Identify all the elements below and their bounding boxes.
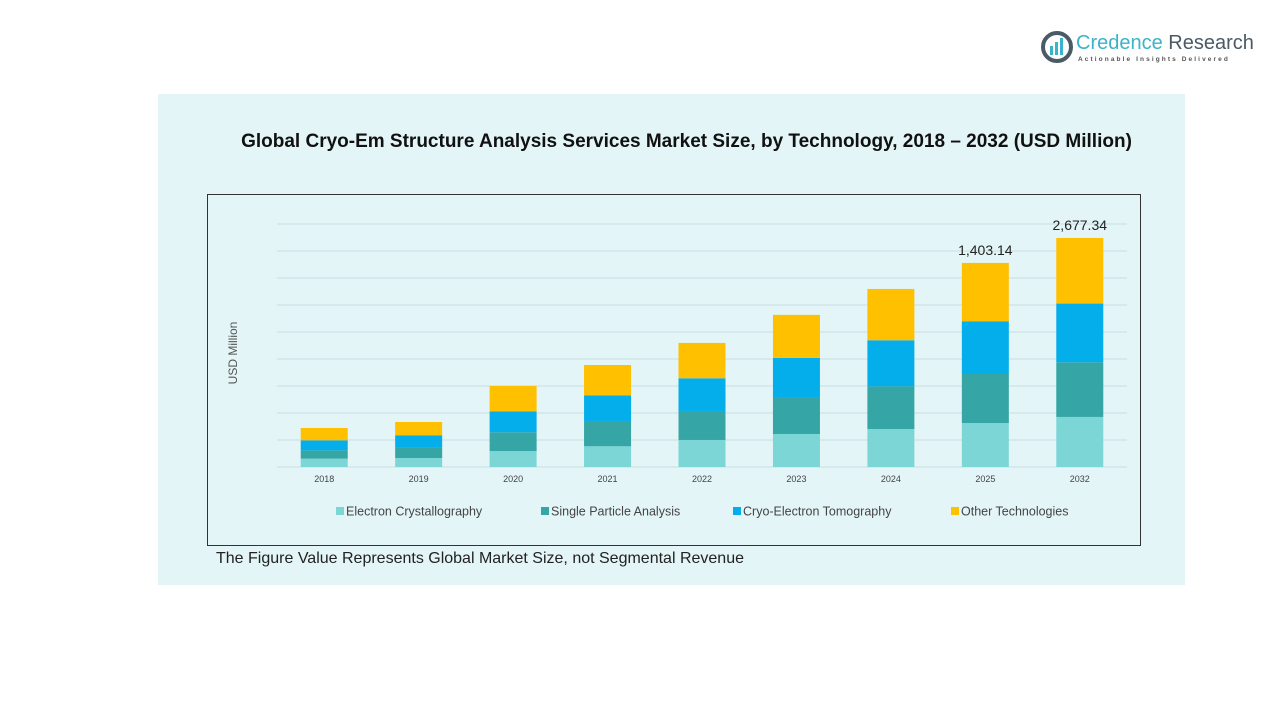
bar-segment bbox=[489, 385, 537, 412]
credence-research-logo: Credence Research Actionable Insights De… bbox=[1040, 30, 1260, 70]
x-tick-label: 2019 bbox=[409, 474, 429, 484]
bar-segment bbox=[395, 447, 443, 459]
footnote: The Figure Value Represents Global Marke… bbox=[216, 550, 744, 567]
bar-segment bbox=[678, 342, 726, 379]
y-axis-label: USD Million bbox=[226, 322, 240, 385]
bar-segment bbox=[961, 262, 1009, 322]
bar-segment bbox=[1056, 362, 1104, 417]
bar-segment bbox=[395, 435, 443, 448]
bar-segment bbox=[678, 439, 726, 467]
x-tick-label: 2018 bbox=[314, 474, 334, 484]
x-tick-label: 2020 bbox=[503, 474, 523, 484]
bar-segment bbox=[867, 340, 915, 387]
bar-segment bbox=[772, 314, 820, 358]
x-tick-label: 2025 bbox=[975, 474, 995, 484]
bar-segment bbox=[584, 420, 632, 447]
x-tick-label: 2022 bbox=[692, 474, 712, 484]
x-tick-label: 2021 bbox=[598, 474, 618, 484]
bar-segment bbox=[489, 432, 537, 451]
legend-swatch bbox=[951, 507, 959, 515]
bar-segment bbox=[300, 427, 348, 441]
legend-swatch bbox=[541, 507, 549, 515]
bar-segment bbox=[772, 433, 820, 467]
legend-label: Other Technologies bbox=[961, 505, 1068, 519]
legend-swatch bbox=[733, 507, 741, 515]
bar-segment bbox=[961, 321, 1009, 374]
x-tick-label: 2023 bbox=[786, 474, 806, 484]
legend-label: Cryo-Electron Tomography bbox=[743, 505, 892, 519]
x-tick-label: 2032 bbox=[1070, 474, 1090, 484]
bar-segment bbox=[584, 446, 632, 467]
bar-segment bbox=[584, 395, 632, 421]
bar-segment bbox=[395, 458, 443, 467]
data-label: 2,677.34 bbox=[1053, 217, 1108, 233]
chart-panel: Global Cryo-Em Structure Analysis Servic… bbox=[158, 94, 1185, 585]
x-tick-label: 2024 bbox=[881, 474, 901, 484]
bar-segment bbox=[961, 423, 1009, 467]
bar-segment bbox=[772, 397, 820, 434]
bar-segment bbox=[300, 458, 348, 467]
bar-segment bbox=[867, 288, 915, 341]
logo-tagline: Actionable Insights Delivered bbox=[1078, 56, 1230, 63]
bar-segment bbox=[395, 421, 443, 436]
bar-segment bbox=[867, 429, 915, 467]
bar-segment bbox=[300, 440, 348, 451]
bar-segment bbox=[1056, 303, 1104, 363]
chart-frame bbox=[207, 194, 1141, 546]
bar-segment bbox=[489, 450, 537, 467]
logo-mark-icon bbox=[1041, 31, 1073, 63]
bar-segment bbox=[678, 410, 726, 440]
legend-swatch bbox=[336, 507, 344, 515]
logo-name: Credence Research bbox=[1076, 32, 1254, 54]
bar-segment bbox=[300, 450, 348, 459]
legend-label: Electron Crystallography bbox=[346, 505, 483, 519]
bar-segment bbox=[961, 373, 1009, 424]
data-label: 1,403.14 bbox=[958, 242, 1013, 258]
chart-title: Global Cryo-Em Structure Analysis Servic… bbox=[241, 131, 1132, 152]
bar-segment bbox=[489, 411, 537, 433]
bar-segment bbox=[678, 378, 726, 411]
bar-segment bbox=[772, 357, 820, 398]
bar-segment bbox=[1056, 416, 1104, 467]
legend-label: Single Particle Analysis bbox=[551, 505, 680, 519]
bar-segment bbox=[867, 386, 915, 430]
bar-segment bbox=[584, 365, 632, 396]
bar-segment bbox=[1056, 237, 1104, 304]
